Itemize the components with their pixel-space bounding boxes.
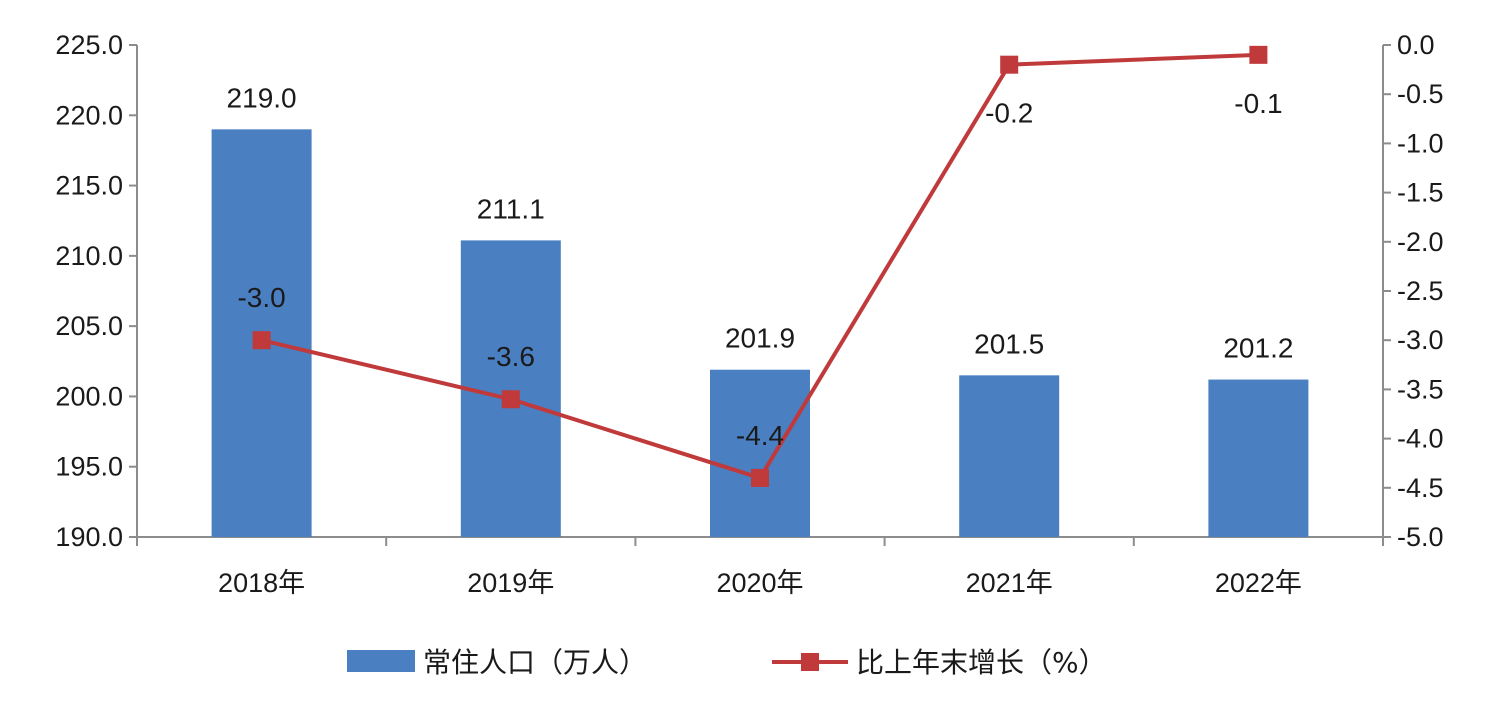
bar-value-label: 211.1 [477, 193, 545, 224]
x-tick-label: 2020年 [716, 568, 803, 598]
legend-swatch-bar [347, 650, 415, 672]
bar [460, 240, 561, 537]
left-tick-label: 210.0 [55, 241, 123, 271]
legend-label-bar: 常住人口（万人） [423, 646, 647, 679]
line-value-label: -3.0 [237, 282, 285, 313]
line-marker [501, 390, 520, 409]
right-tick-label: -2.0 [1397, 227, 1444, 257]
right-tick-label: -1.5 [1397, 178, 1444, 208]
line-marker [1000, 55, 1019, 74]
legend-swatch-marker [801, 653, 819, 671]
line-series [252, 45, 1268, 487]
line-value-label: -0.2 [985, 98, 1033, 129]
right-tick-label: -5.0 [1397, 522, 1444, 552]
x-tick-label: 2021年 [966, 568, 1053, 598]
left-tick-label: 195.0 [55, 452, 123, 482]
legend-label-line: 比上年末增长（%） [856, 646, 1107, 679]
x-tick-label: 2018年 [218, 568, 305, 598]
line-value-label: -3.6 [487, 341, 535, 372]
right-tick-label: 0.0 [1397, 30, 1435, 60]
x-axis: 2018年 2019年 2020年 2021年 2022年 [136, 536, 1384, 598]
bar-value-label: 219.0 [227, 82, 297, 113]
left-axis: 190.0 195.0 200.0 205.0 210.0 215.0 220.0 225.0 [55, 30, 138, 552]
line-value-label: -0.1 [1234, 88, 1282, 119]
right-tick-label: -3.0 [1397, 325, 1444, 355]
right-axis: -5.0 -4.5 -4.0 -3.5 -3.0 -2.5 -2.0 -1.5 -1.0 -0.5… [1382, 30, 1444, 552]
left-tick-label: 200.0 [55, 381, 123, 411]
bar-value-label: 201.9 [725, 323, 795, 354]
left-tick-label: 205.0 [55, 311, 123, 341]
right-tick-label: -4.5 [1397, 473, 1444, 503]
legend: 常住人口（万人） 比上年末增长（%） [347, 646, 1107, 679]
left-tick-label: 220.0 [55, 100, 123, 130]
left-tick-label: 215.0 [55, 171, 123, 201]
x-tick-label: 2022年 [1215, 568, 1302, 598]
bar-value-label: 201.5 [974, 328, 1044, 359]
line-marker [751, 468, 769, 487]
line-marker [252, 331, 271, 350]
right-tick-label: -3.5 [1397, 374, 1444, 404]
right-tick-label: -0.5 [1397, 79, 1444, 109]
bar [959, 375, 1060, 537]
x-tick-label: 2019年 [467, 568, 554, 598]
right-tick-label: -2.5 [1397, 276, 1444, 306]
bar [710, 369, 810, 537]
right-tick-label: -4.0 [1397, 424, 1444, 454]
line-value-label: -4.4 [736, 420, 784, 451]
data-labels: 219.0 211.1 201.9 201.5 201.2 -3.0 -3.6 -4.4 -0.… [227, 82, 1294, 451]
left-tick-label: 190.0 [55, 522, 123, 552]
right-tick-label: -1.0 [1397, 128, 1444, 158]
bar [1208, 379, 1309, 537]
line-marker [1249, 45, 1268, 64]
left-tick-label: 225.0 [55, 30, 123, 60]
bar-value-label: 201.2 [1223, 333, 1293, 364]
